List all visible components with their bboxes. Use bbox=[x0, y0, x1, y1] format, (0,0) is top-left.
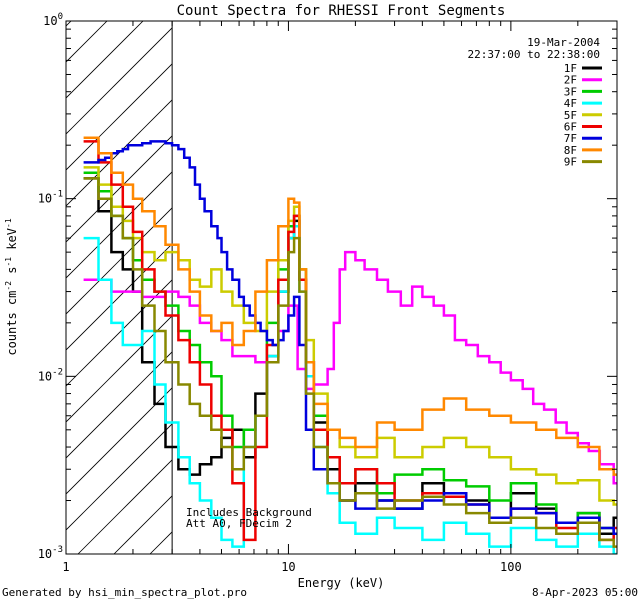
y-label-exp: -2 bbox=[4, 281, 13, 291]
legend-label-2F: 2F bbox=[564, 74, 577, 87]
series-line-2F bbox=[83, 250, 617, 485]
x-axis-label: Energy (keV) bbox=[298, 576, 385, 590]
legend-label-9F: 9F bbox=[564, 156, 577, 169]
y-label-part: s bbox=[5, 267, 19, 281]
series-layer bbox=[83, 136, 617, 554]
x-tick-label: 1 bbox=[62, 560, 69, 574]
hatch-line bbox=[66, 423, 173, 531]
y-label-exp: -1 bbox=[4, 218, 13, 228]
axis-ticks bbox=[65, 20, 618, 555]
y-label-part: counts cm bbox=[5, 291, 19, 356]
legend-label-3F: 3F bbox=[564, 85, 577, 98]
hatch-line bbox=[66, 207, 173, 315]
plot-frame bbox=[65, 20, 618, 555]
hatch-line bbox=[222, 0, 640, 554]
y-label-part: keV bbox=[5, 228, 19, 257]
y-tick-label: 10-3 bbox=[38, 545, 63, 561]
hatch-line bbox=[66, 21, 144, 99]
attenuator-note: Att A0, FDecim 2 bbox=[186, 517, 292, 530]
date-label: 19-Mar-2004 bbox=[527, 36, 600, 49]
y-tick-label: 10-1 bbox=[38, 190, 63, 206]
footer-generated: Generated by hsi_min_spectra_plot.pro bbox=[2, 586, 247, 599]
hatch-line bbox=[66, 351, 173, 459]
hatch-line bbox=[66, 171, 173, 279]
y-axis-label: counts cm-2 s-1 keV-1 bbox=[4, 218, 19, 355]
hatch-line bbox=[66, 243, 173, 351]
hatch-line bbox=[66, 135, 173, 243]
y-label-exp: -1 bbox=[4, 257, 13, 267]
y-tick-label: 10-2 bbox=[38, 367, 63, 383]
hatch-line bbox=[66, 21, 108, 63]
x-tick-label: 100 bbox=[500, 560, 522, 574]
legend-label-4F: 4F bbox=[564, 97, 577, 110]
legend-label-7F: 7F bbox=[564, 132, 577, 145]
legend-label-8F: 8F bbox=[564, 144, 577, 157]
series-line-5F bbox=[83, 166, 617, 506]
hatch-line bbox=[77, 459, 173, 554]
legend-label-1F: 1F bbox=[564, 62, 577, 75]
legend-label-5F: 5F bbox=[564, 109, 577, 122]
hatch-line bbox=[66, 27, 173, 135]
legend-label-6F: 6F bbox=[564, 121, 577, 134]
chart-title: Count Spectra for RHESSI Front Segments bbox=[177, 3, 506, 19]
series-line-6F bbox=[83, 140, 617, 542]
x-tick-label: 10 bbox=[281, 560, 295, 574]
series-line-8F bbox=[83, 136, 617, 476]
footer-timestamp: 8-Apr-2023 05:00 bbox=[532, 586, 638, 599]
time-range-label: 22:37:00 to 22:38:00 bbox=[468, 48, 600, 61]
x-tick-labels: 1 10 100 bbox=[62, 560, 521, 574]
hatch-line bbox=[66, 387, 173, 495]
background-note: Includes Background bbox=[186, 506, 312, 519]
hatch-line bbox=[66, 99, 173, 207]
y-tick-labels: 100 10-1 10-2 10-3 bbox=[38, 12, 63, 561]
y-tick-label: 100 bbox=[43, 12, 63, 28]
series-line-9F bbox=[83, 177, 617, 548]
hatch-line bbox=[258, 0, 640, 554]
svg-text:counts cm-2 s-1 keV-1: counts cm-2 s-1 keV-1 bbox=[4, 218, 19, 355]
hatched-region bbox=[66, 0, 640, 554]
series-line-1F bbox=[83, 177, 617, 536]
